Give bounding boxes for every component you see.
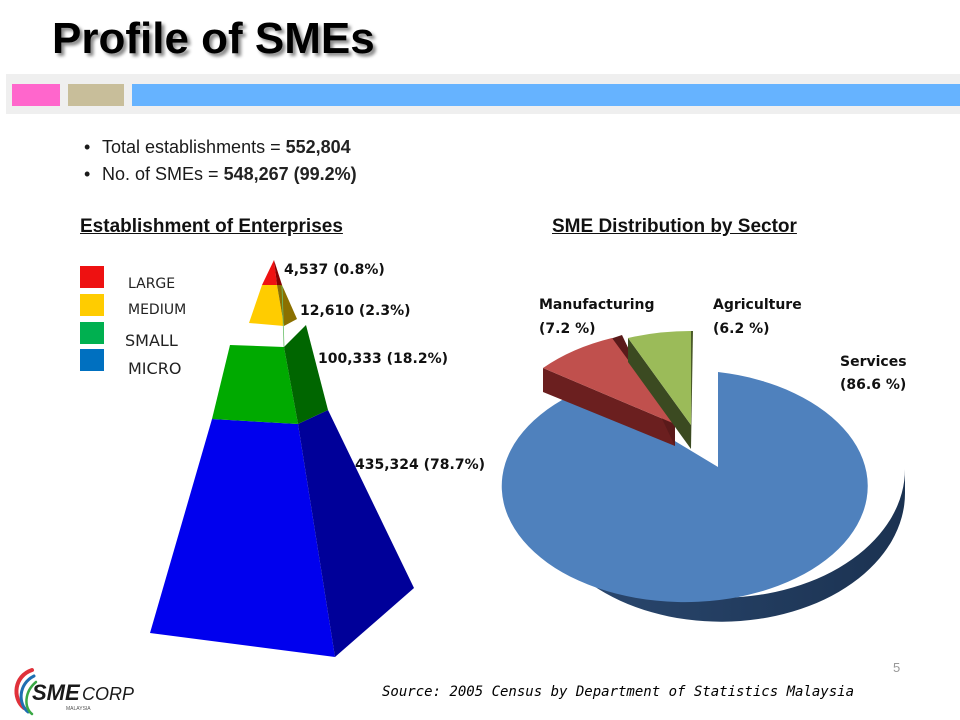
- smecorp-logo: SME CORP MALAYSIA: [14, 668, 134, 716]
- page-title: Profile of SMEs: [52, 14, 375, 63]
- legend-swatch-medium: [80, 294, 104, 316]
- legend-label-micro: MICRO: [128, 359, 182, 378]
- pyramid-large-side: [274, 260, 282, 285]
- bullet-value: 548,267 (99.2%): [223, 164, 357, 184]
- legend-label-large: LARGE: [128, 276, 176, 292]
- legend-label-medium: MEDIUM: [128, 302, 187, 318]
- pyramid-large-front: [262, 260, 277, 285]
- pie-agriculture-side: [628, 338, 691, 449]
- pie-agriculture-side2: [691, 331, 693, 449]
- logo-swoosh-green: [25, 680, 38, 716]
- pie-label-agriculture-value: (6.2 %): [713, 321, 770, 337]
- pie-slice-manufacturing: [543, 338, 675, 424]
- pyramid-medium-front: [249, 285, 284, 326]
- header-accent-pink: [12, 84, 60, 106]
- bullet-label: Total establishments =: [102, 137, 281, 157]
- logo-text-country: MALAYSIA: [66, 706, 91, 712]
- pyramid-label-medium: 12,610 (2.3%): [300, 303, 411, 319]
- legend-swatch-small: [80, 322, 104, 344]
- page-number: 5: [893, 660, 901, 675]
- pyramid-label-large: 4,537 (0.8%): [284, 262, 385, 278]
- pie-label-manufacturing-value: (7.2 %): [539, 321, 596, 337]
- bullet-value: 552,804: [285, 137, 351, 157]
- summary-bullets: • Total establishments = 552,804 • No. of …: [84, 134, 357, 188]
- legend-label-small: SMALL: [125, 331, 178, 350]
- legend-swatch-large: [80, 266, 104, 288]
- bullet-label: No. of SMEs =: [102, 164, 219, 184]
- logo-text-sme: SME: [32, 680, 81, 705]
- legend-swatch-micro: [80, 349, 104, 371]
- pie-label-services-name: Services: [840, 354, 907, 370]
- pie-slice-agriculture: [628, 330, 691, 425]
- pyramid-micro-front: [150, 419, 335, 657]
- pyramid-chart: 4,537 (0.8%) 12,610 (2.3%) 100,333 (18.2…: [150, 260, 485, 657]
- pie-label-agriculture-name: Agriculture: [713, 297, 802, 313]
- pyramid-small-front: [212, 345, 298, 424]
- pyramid-micro-side: [298, 410, 414, 657]
- pyramid-label-micro: 435,324 (78.7%): [355, 457, 485, 473]
- pie-chart-title: SME Distribution by Sector: [552, 216, 797, 237]
- pie-chart: Manufacturing (7.2 %) Agriculture (6.2 %…: [501, 297, 907, 622]
- bullet-sme-count: • No. of SMEs = 548,267 (99.2%): [84, 164, 357, 184]
- pie-label-manufacturing-name: Manufacturing: [539, 297, 655, 313]
- header-accent-blue: [132, 84, 960, 106]
- pyramid-edge-back: [281, 285, 285, 348]
- source-note: Source: 2005 Census by Department of Sta…: [382, 684, 855, 700]
- pie-label-services-value: (86.6 %): [840, 377, 906, 393]
- pyramid-chart-title: Establishment of Enterprises: [80, 216, 343, 237]
- pyramid-small-side: [284, 325, 328, 424]
- logo-text-corp: CORP: [82, 684, 134, 704]
- pie-manufacturing-side: [543, 368, 675, 446]
- bullet-total-establishments: • Total establishments = 552,804: [84, 137, 351, 157]
- logo-swoosh-blue: [19, 674, 36, 714]
- pie-slice-services: [501, 372, 868, 603]
- header-accent-tan: [68, 84, 124, 106]
- pyramid-label-small: 100,333 (18.2%): [318, 351, 448, 367]
